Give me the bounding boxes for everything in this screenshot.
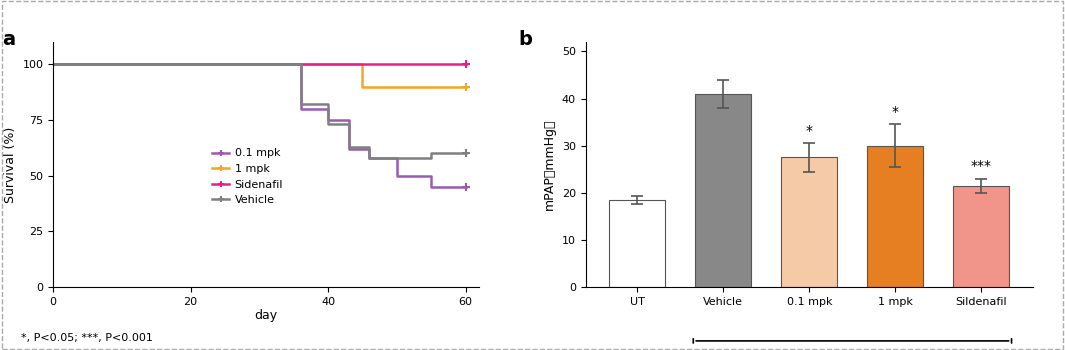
X-axis label: day: day — [255, 309, 278, 322]
Bar — [782, 158, 837, 287]
Bar — [609, 200, 666, 287]
Text: *: * — [891, 105, 899, 119]
Legend: 0.1 mpk, 1 mpk, Sidenafil, Vehicle: 0.1 mpk, 1 mpk, Sidenafil, Vehicle — [208, 144, 288, 210]
Y-axis label: mPAP（mmHg）: mPAP（mmHg） — [543, 119, 556, 210]
Text: *, P<0.05; ***, P<0.001: *, P<0.05; ***, P<0.001 — [21, 333, 153, 343]
Bar — [953, 186, 1010, 287]
Y-axis label: Survival (%): Survival (%) — [4, 126, 17, 203]
Bar — [695, 94, 751, 287]
Text: ***: *** — [971, 159, 992, 173]
Bar — [868, 146, 923, 287]
Text: a: a — [2, 30, 15, 49]
Text: b: b — [519, 30, 532, 49]
Text: *: * — [806, 124, 813, 138]
